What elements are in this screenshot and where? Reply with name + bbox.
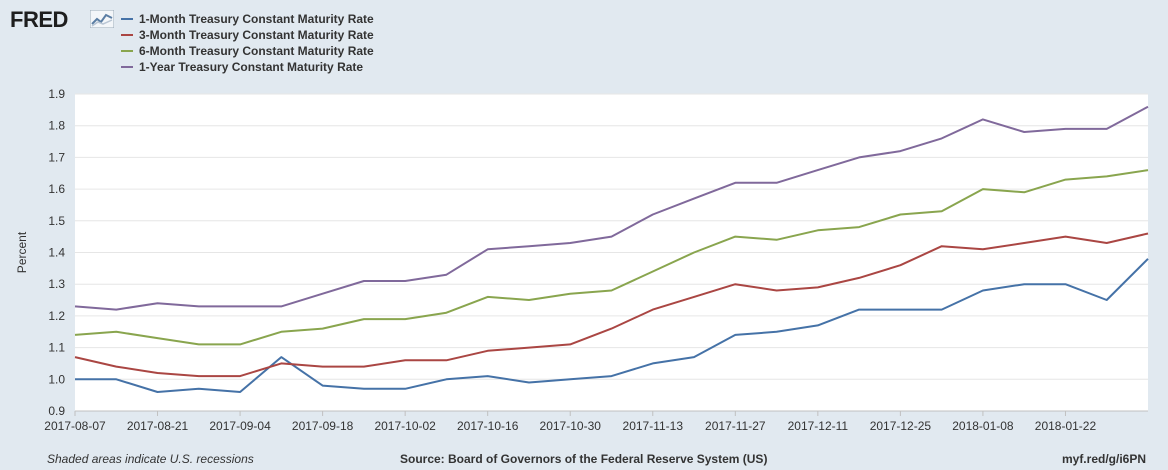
- y-axis-label: Percent: [15, 231, 29, 273]
- y-tick-label: 1.2: [48, 309, 65, 323]
- y-tick-label: 1.6: [48, 182, 65, 196]
- x-tick-label: 2017-09-18: [292, 419, 354, 433]
- x-tick-label: 2017-08-21: [127, 419, 189, 433]
- x-tick-label: 2017-12-11: [788, 419, 849, 433]
- y-axis: 0.9 1.0 1.1 1.2 1.3 1.4 1.5 1.6 1.7 1.8 1.9: [48, 87, 65, 418]
- series-line[interactable]: [74, 169, 1149, 346]
- x-tick-label: 2017-08-07: [44, 419, 106, 433]
- legend-label: 1-Year Treasury Constant Maturity Rate: [139, 60, 364, 74]
- x-tick-label: 2017-10-02: [374, 419, 436, 433]
- short-link[interactable]: myf.red/g/i6PN: [1061, 452, 1146, 466]
- x-tick-label: 2018-01-08: [952, 419, 1014, 433]
- series-line[interactable]: [75, 258, 1149, 393]
- x-tick-label: 2017-10-30: [540, 419, 602, 433]
- y-tick-label: 1.5: [48, 214, 65, 228]
- legend-label: 6-Month Treasury Constant Maturity Rate: [139, 44, 374, 58]
- fred-logo[interactable]: FRED: [10, 7, 68, 32]
- x-tick-label: 2017-12-25: [870, 419, 932, 433]
- legend-item[interactable]: 6-Month Treasury Constant Maturity Rate: [121, 43, 374, 59]
- x-tick-label: 2017-09-04: [209, 419, 271, 433]
- y-tick-label: 0.9: [48, 404, 65, 418]
- y-tick-label: 1.1: [48, 341, 65, 355]
- legend-label: 1-Month Treasury Constant Maturity Rate: [139, 12, 374, 26]
- legend-swatch: [121, 18, 133, 20]
- x-tick-label: 2018-01-22: [1035, 419, 1097, 433]
- legend-item[interactable]: 1-Month Treasury Constant Maturity Rate: [121, 11, 374, 27]
- legend-swatch: [121, 34, 133, 36]
- chart-line-icon: [90, 10, 114, 28]
- legend-label: 3-Month Treasury Constant Maturity Rate: [139, 28, 374, 42]
- x-axis: 2017-08-07 2017-08-21 2017-09-04 2017-09-18…: [44, 410, 1148, 433]
- x-tick-label: 2017-11-27: [705, 419, 766, 433]
- y-tick-label: 1.8: [48, 119, 65, 133]
- y-tick-label: 1.4: [48, 246, 65, 260]
- legend-item[interactable]: 3-Month Treasury Constant Maturity Rate: [121, 27, 374, 43]
- series-lines: [74, 105, 1149, 393]
- x-tick-label: 2017-11-13: [623, 419, 684, 433]
- legend-swatch: [121, 66, 133, 68]
- series-line[interactable]: [74, 105, 1149, 311]
- y-tick-label: 1.0: [48, 372, 65, 386]
- x-tick-label: 2017-10-16: [457, 419, 519, 433]
- legend-swatch: [121, 50, 133, 52]
- source-note: Source: Board of Governors of the Federa…: [400, 452, 768, 466]
- y-tick-label: 1.7: [48, 150, 65, 164]
- series-line[interactable]: [74, 232, 1149, 378]
- chart-legend: 1-Month Treasury Constant Maturity Rate …: [121, 11, 374, 75]
- recession-note: Shaded areas indicate U.S. recessions: [47, 452, 254, 466]
- y-tick-label: 1.3: [48, 277, 65, 291]
- y-tick-label: 1.9: [48, 87, 65, 101]
- legend-item[interactable]: 1-Year Treasury Constant Maturity Rate: [121, 59, 374, 75]
